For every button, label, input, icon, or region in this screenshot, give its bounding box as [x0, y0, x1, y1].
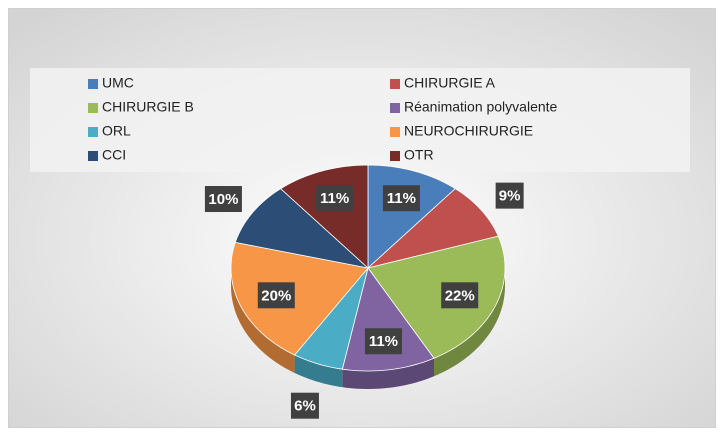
data-label: 6%: [294, 398, 316, 415]
legend-swatch: [88, 79, 98, 89]
legend-swatch: [88, 103, 98, 113]
data-label: 11%: [369, 333, 398, 350]
legend-swatch: [390, 103, 400, 113]
legend-swatch: [88, 151, 98, 161]
legend-label: CHIRURGIE B: [102, 99, 194, 115]
legend-box: [30, 68, 690, 172]
data-label: 10%: [208, 191, 238, 208]
data-label: 11%: [320, 190, 349, 207]
data-label: 11%: [387, 190, 416, 207]
data-label: 22%: [445, 287, 475, 304]
legend-label: CHIRURGIE A: [404, 75, 496, 91]
data-label-box: [364, 328, 402, 355]
pie-slice: [367, 235, 506, 359]
data-label-box: [204, 186, 242, 213]
data-label-box: [382, 185, 420, 212]
slice-side: [434, 268, 505, 377]
legend-label: NEUROCHIRURGIE: [404, 123, 533, 139]
pie-slice: [234, 188, 370, 269]
legend-swatch: [390, 151, 400, 161]
legend-label: Réanimation polyvalente: [404, 99, 558, 115]
legend-label: UMC: [102, 75, 134, 91]
data-label: 20%: [261, 287, 291, 304]
slice-side: [294, 354, 343, 388]
legend-label: OTR: [404, 147, 434, 163]
data-label: 9%: [499, 188, 521, 205]
data-label-box: [290, 392, 319, 419]
data-label-box: [441, 282, 479, 309]
pie-slice: [293, 267, 369, 370]
legend-swatch: [390, 79, 400, 89]
legend-swatch: [88, 127, 98, 137]
slice-side: [231, 268, 295, 373]
data-label-box: [257, 282, 295, 309]
data-label-box: [316, 185, 354, 212]
pie-slice: [230, 241, 369, 356]
data-label-box: [495, 182, 524, 209]
legend-label: ORL: [102, 123, 131, 139]
legend-swatch: [390, 127, 400, 137]
pie-slice: [367, 188, 499, 269]
legend-label: CCI: [102, 147, 126, 163]
